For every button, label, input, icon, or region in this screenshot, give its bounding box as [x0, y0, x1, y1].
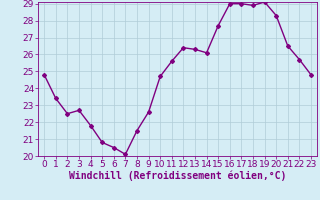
X-axis label: Windchill (Refroidissement éolien,°C): Windchill (Refroidissement éolien,°C) — [69, 171, 286, 181]
